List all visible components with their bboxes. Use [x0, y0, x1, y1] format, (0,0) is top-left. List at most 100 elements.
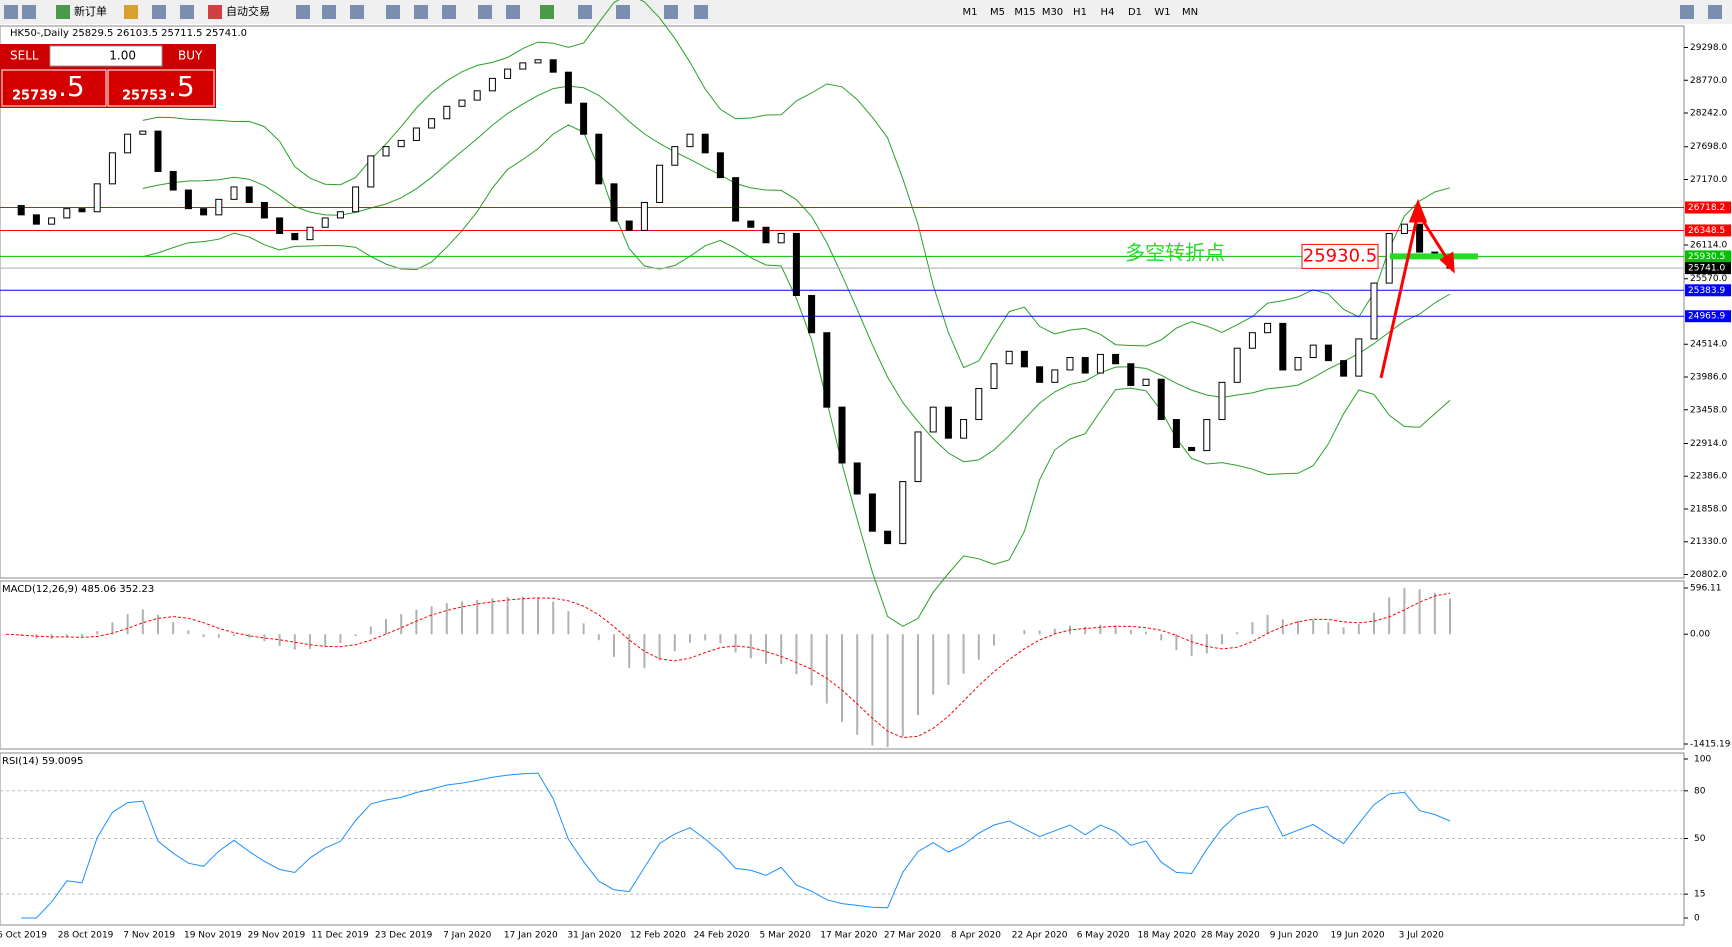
candle: [1355, 338, 1363, 377]
timeframe-button[interactable]: MN: [1182, 7, 1198, 18]
candle: [306, 226, 314, 241]
icon[interactable]: [180, 5, 194, 19]
candle: [1309, 344, 1317, 359]
candle: [808, 294, 816, 334]
arrow-line: [1379, 212, 1420, 379]
candle: [640, 201, 648, 231]
candle: [78, 208, 86, 213]
timeframe-button[interactable]: H1: [1073, 7, 1087, 18]
date-label: 12 Feb 2020: [630, 931, 686, 941]
candle: [1294, 357, 1302, 371]
date-label: 31 Jan 2020: [567, 931, 621, 941]
icon[interactable]: [442, 5, 456, 19]
timeframe-button[interactable]: D1: [1128, 7, 1142, 18]
level-label-bg: [1685, 262, 1731, 275]
sell-label[interactable]: SELL: [10, 49, 39, 63]
auto-trading-button[interactable]: 自动交易: [226, 4, 270, 18]
icon[interactable]: [22, 5, 36, 19]
timeframe-button[interactable]: H4: [1101, 7, 1115, 18]
bollinger-band: [142, 124, 1451, 627]
ask-pips: .5: [168, 70, 195, 103]
price-tick-label: 24514.0: [1690, 340, 1727, 350]
date-label: 5 Mar 2020: [760, 931, 812, 941]
date-label: 19 Nov 2019: [184, 931, 242, 941]
buy-label[interactable]: BUY: [178, 49, 203, 63]
timeframe-button[interactable]: M30: [1042, 7, 1063, 18]
date-label: 6 Oct 2019: [0, 931, 47, 941]
icon[interactable]: [322, 5, 336, 19]
candle: [382, 146, 390, 157]
icon[interactable]: [386, 5, 400, 19]
icon[interactable]: [540, 5, 554, 19]
sell-button[interactable]: [1, 69, 107, 107]
level-label: 26718.2: [1688, 203, 1725, 213]
icon[interactable]: [506, 5, 520, 19]
candle: [610, 183, 618, 222]
candle: [595, 133, 603, 185]
candle: [458, 99, 466, 107]
date-label: 9 Jun 2020: [1270, 931, 1319, 941]
arrow-head: [1408, 198, 1428, 223]
trade-panel: SELL BUY 1.00 25739 .5 25753 .5: [0, 44, 216, 108]
candle: [701, 133, 709, 154]
candle: [747, 220, 755, 228]
candle: [1279, 322, 1287, 371]
level-label-bg: [1685, 250, 1731, 263]
buy-button[interactable]: [107, 69, 215, 107]
icon[interactable]: [124, 5, 138, 19]
candle: [93, 183, 101, 213]
icon[interactable]: [208, 5, 222, 19]
date-label: 6 May 2020: [1077, 931, 1130, 941]
icon[interactable]: [152, 5, 166, 19]
candle: [428, 118, 436, 129]
date-label: 17 Mar 2020: [820, 931, 877, 941]
price-tick-label: 21858.0: [1690, 504, 1727, 514]
candle: [1020, 350, 1028, 368]
icon[interactable]: [414, 5, 428, 19]
main-pane: [0, 25, 1685, 579]
price-tick-label: 26114.0: [1690, 241, 1727, 251]
icon[interactable]: [478, 5, 492, 19]
timeframe-button[interactable]: M1: [963, 7, 978, 18]
icon[interactable]: [616, 5, 630, 19]
candle: [580, 102, 588, 135]
candle: [1127, 363, 1135, 386]
price-tick-label: 22914.0: [1690, 439, 1727, 449]
icon[interactable]: [1708, 5, 1722, 19]
candle: [1416, 223, 1424, 253]
lots-value[interactable]: 1.00: [109, 49, 136, 63]
candle: [504, 68, 512, 79]
candle: [367, 155, 375, 188]
candle: [1218, 381, 1226, 421]
bollinger-band: [142, 85, 1451, 463]
icon[interactable]: [296, 5, 310, 19]
candle: [929, 406, 937, 433]
annotation: 多空转折点: [1125, 241, 1225, 265]
icon[interactable]: [4, 5, 18, 19]
timeframe-button[interactable]: W1: [1154, 7, 1170, 18]
macd-header: MACD(12,26,9) 485.06 352.23: [2, 584, 154, 595]
icon[interactable]: [578, 5, 592, 19]
candle: [184, 189, 192, 210]
toolbar: [0, 0, 1732, 24]
icon[interactable]: [1680, 5, 1694, 19]
timeframe-button[interactable]: M15: [1014, 7, 1035, 18]
date-label: 18 May 2020: [1137, 931, 1196, 941]
arrow-head: [1439, 251, 1455, 274]
icon[interactable]: [56, 5, 70, 19]
candle: [1066, 357, 1074, 371]
icon[interactable]: [664, 5, 678, 19]
candle: [1112, 353, 1120, 365]
date-label: 28 May 2020: [1201, 931, 1260, 941]
icon[interactable]: [694, 5, 708, 19]
timeframe-button[interactable]: M5: [990, 7, 1005, 18]
icon[interactable]: [350, 5, 364, 19]
lots-input[interactable]: [49, 45, 163, 67]
trend-drawing: [1379, 198, 1455, 379]
macd-signal: [5, 592, 1451, 739]
candle: [868, 493, 876, 532]
value-box: [1301, 243, 1379, 269]
candle: [1005, 350, 1013, 365]
new-order-button[interactable]: 新订单: [74, 4, 107, 18]
date-label: 17 Jan 2020: [504, 931, 558, 941]
